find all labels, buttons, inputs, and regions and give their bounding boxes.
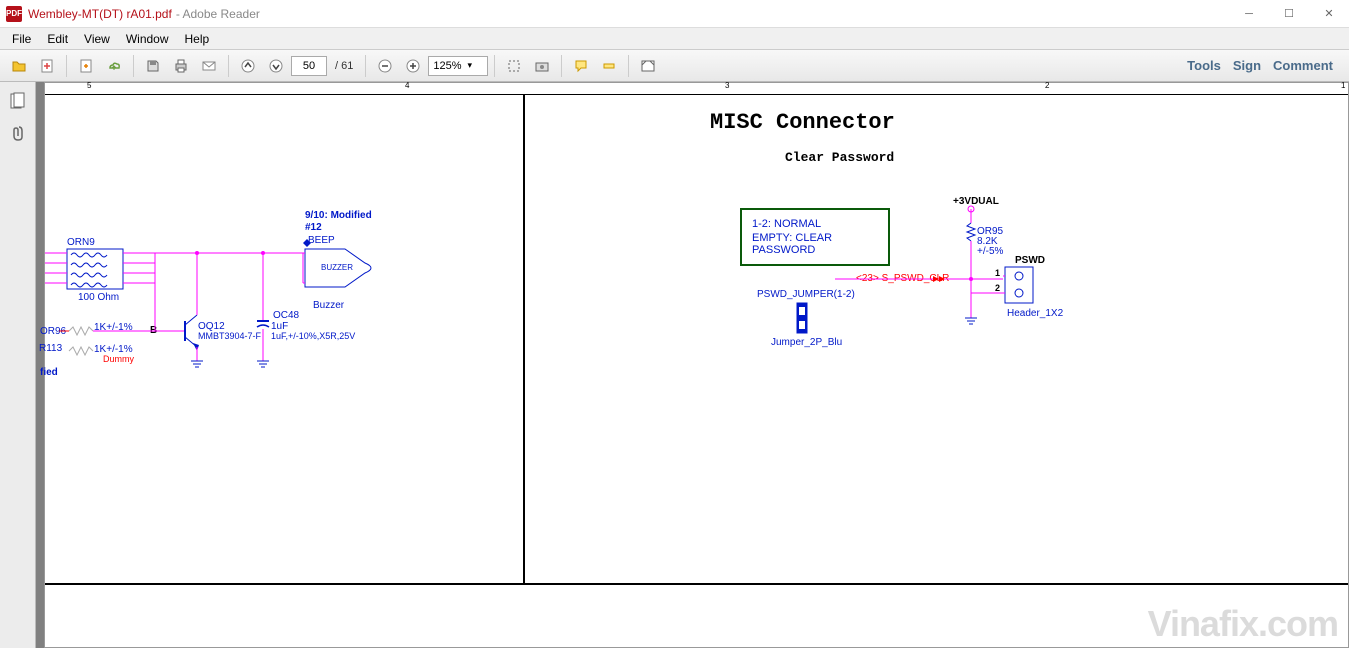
titlebar: PDF Wembley-MT(DT) rA01.pdf - Adobe Read… [0, 0, 1349, 28]
window-buttons: ─ ☐ ✕ [1229, 0, 1349, 28]
menu-help[interactable]: Help [177, 30, 218, 48]
page-up-button[interactable] [235, 53, 261, 79]
thumbnails-icon[interactable] [7, 90, 29, 112]
app-name: - Adobe Reader [176, 7, 260, 21]
cloud-button[interactable] [101, 53, 127, 79]
document-name: Wembley-MT(DT) rA01.pdf [28, 7, 172, 21]
left-schematic-svg [45, 103, 523, 463]
menu-edit[interactable]: Edit [39, 30, 76, 48]
menu-window[interactable]: Window [118, 30, 177, 48]
highlight-button[interactable] [596, 53, 622, 79]
email-button[interactable] [196, 53, 222, 79]
page-total: / 61 [329, 60, 359, 72]
watermark: Vinafix.com [1148, 603, 1338, 645]
sign-link[interactable]: Sign [1233, 58, 1261, 73]
page-down-button[interactable] [263, 53, 289, 79]
export-pdf-button[interactable] [34, 53, 60, 79]
snapshot-button[interactable] [529, 53, 555, 79]
select-tool-button[interactable] [501, 53, 527, 79]
comment-button[interactable] [568, 53, 594, 79]
ruler-mark: 5 [87, 82, 91, 90]
read-mode-button[interactable] [635, 53, 661, 79]
minimize-button[interactable]: ─ [1229, 0, 1269, 28]
zoom-select[interactable]: 125% [428, 56, 488, 76]
toolbar-right-links: Tools Sign Comment [1187, 58, 1343, 73]
create-pdf-button[interactable] [73, 53, 99, 79]
right-schematic: MISC Connector Clear Password 1-2: NORMA… [535, 103, 1335, 603]
save-button[interactable] [140, 53, 166, 79]
zoom-in-button[interactable] [400, 53, 426, 79]
ruler-mark: 2 [1045, 82, 1049, 90]
document-area[interactable]: 5 4 3 2 1 9/10: Modified #12 ORN9 100 Oh… [36, 82, 1349, 648]
open-button[interactable] [6, 53, 32, 79]
sidebar [0, 82, 36, 648]
toolbar: / 61 125% Tools Sign Comment [0, 50, 1349, 82]
pdf-icon: PDF [6, 6, 22, 22]
right-schematic-svg [535, 103, 1135, 423]
maximize-button[interactable]: ☐ [1269, 0, 1309, 28]
comment-link[interactable]: Comment [1273, 58, 1333, 73]
attachments-icon[interactable] [7, 122, 29, 144]
left-schematic: 9/10: Modified #12 ORN9 100 Ohm BEEP Buz… [45, 103, 523, 603]
zoom-out-button[interactable] [372, 53, 398, 79]
print-button[interactable] [168, 53, 194, 79]
pdf-page: 5 4 3 2 1 9/10: Modified #12 ORN9 100 Oh… [44, 82, 1349, 648]
menu-view[interactable]: View [76, 30, 118, 48]
menu-file[interactable]: File [4, 30, 39, 48]
ruler-mark: 1 [1341, 82, 1345, 90]
ruler-mark: 3 [725, 82, 729, 90]
page-number-input[interactable] [291, 56, 327, 76]
tools-link[interactable]: Tools [1187, 58, 1221, 73]
ruler-mark: 4 [405, 82, 409, 90]
close-button[interactable]: ✕ [1309, 0, 1349, 28]
menubar: File Edit View Window Help [0, 28, 1349, 50]
page-ruler: 5 4 3 2 1 [45, 83, 1348, 95]
page-divider [523, 95, 525, 585]
workspace: 5 4 3 2 1 9/10: Modified #12 ORN9 100 Oh… [0, 82, 1349, 648]
